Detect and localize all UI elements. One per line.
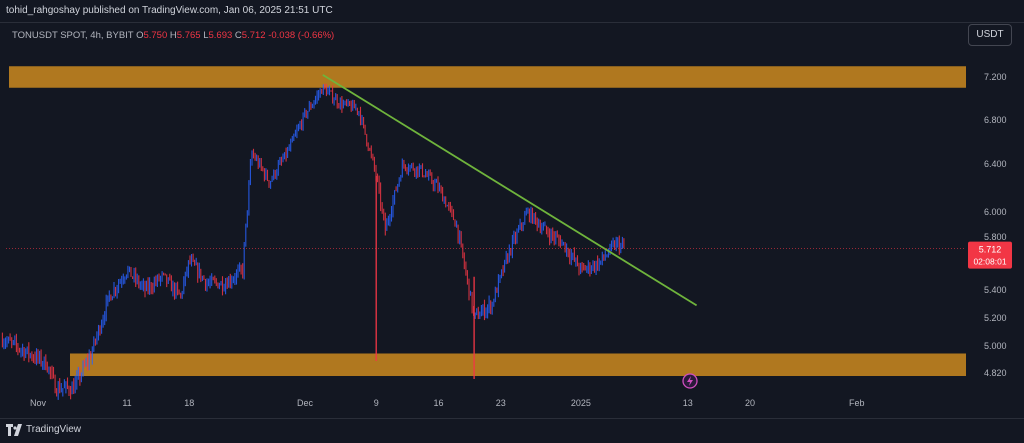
candles — [1, 83, 625, 400]
resistance-zone — [9, 66, 966, 88]
x-tick-label: 23 — [496, 398, 506, 408]
low-value: 5.693 — [208, 30, 233, 41]
x-tick-label: 9 — [374, 398, 379, 408]
high-value: 5.765 — [176, 30, 201, 41]
x-tick-label: Feb — [849, 398, 865, 408]
footer-brand[interactable]: TradingView — [26, 424, 82, 435]
y-tick-label: 5.000 — [984, 341, 1007, 351]
change-value: -0.038 (-0.66%) — [268, 30, 335, 41]
footer-bar — [0, 418, 1024, 443]
x-tick-label: 18 — [184, 398, 194, 408]
open-label: O — [136, 30, 144, 41]
top-divider — [0, 22, 1024, 23]
x-tick-label: Nov — [30, 398, 47, 408]
close-label: C — [234, 30, 242, 41]
x-tick-label: 11 — [122, 398, 131, 408]
open-value: 5.750 — [143, 30, 168, 41]
y-tick-label: 4.820 — [984, 368, 1007, 378]
y-tick-label: 5.400 — [984, 285, 1007, 295]
ohlc-legend: TONUSDT SPOT, 4h, BYBIT O5.750 H5.765 L5… — [12, 30, 334, 41]
last-price-value: 5.712 — [979, 245, 1002, 255]
support-zone — [70, 353, 966, 376]
close-value: 5.712 — [241, 30, 266, 41]
y-tick-label: 6.400 — [984, 159, 1007, 169]
bar-countdown: 02:08:01 — [973, 257, 1006, 267]
last-price-badge — [968, 241, 1012, 269]
currency-button[interactable]: USDT — [968, 24, 1012, 46]
y-tick-label: 7.200 — [984, 72, 1007, 82]
y-tick-label: 5.800 — [984, 232, 1007, 242]
low-label: L — [203, 30, 209, 41]
x-tick-label: 13 — [683, 398, 693, 408]
x-tick-label: Dec — [297, 398, 314, 408]
symbol-title[interactable]: TONUSDT SPOT, 4h, BYBIT — [12, 30, 134, 41]
lightning-bolt-glyph — [687, 376, 693, 386]
y-tick-label: 5.200 — [984, 313, 1007, 323]
y-tick-label: 6.000 — [984, 207, 1007, 217]
x-tick-label: 2025 — [571, 398, 591, 408]
x-tick-label: 20 — [745, 398, 755, 408]
high-label: H — [169, 30, 177, 41]
x-tick-label: 16 — [433, 398, 443, 408]
trendline — [322, 74, 698, 307]
y-tick-label: 6.800 — [984, 115, 1007, 125]
tradingview-logo-icon[interactable] — [6, 424, 22, 436]
publish-info: tohid_rahgoshay published on TradingView… — [6, 5, 333, 16]
